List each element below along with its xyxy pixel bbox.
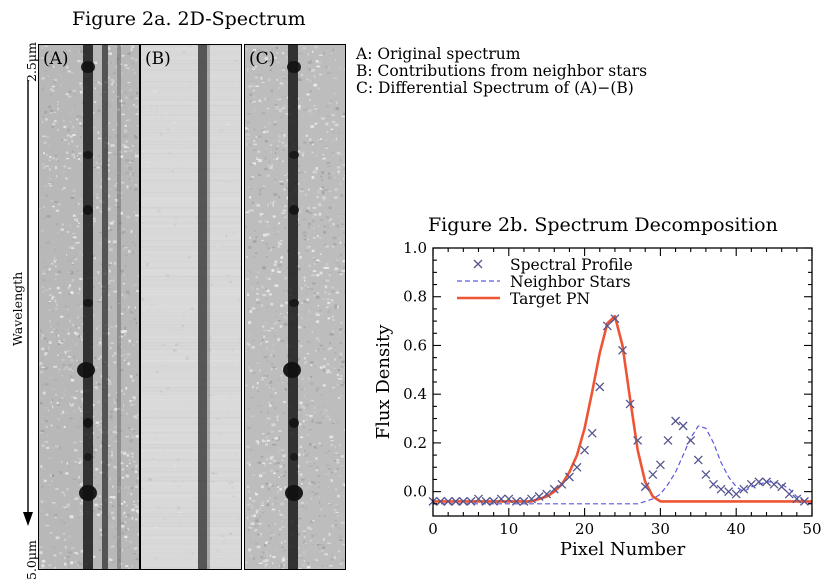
- panel-descriptions: A: Original spectrum B: Contributions fr…: [356, 46, 647, 97]
- spectral-profile-point: [580, 445, 590, 455]
- spectral-profile-point: [504, 494, 514, 504]
- spectral-profile-point: [640, 482, 650, 492]
- spectral-profile-point: [458, 496, 468, 506]
- spectrum-panel-a: (A): [38, 44, 140, 570]
- x-tick-label: 50: [802, 520, 821, 538]
- spectral-profile-point: [610, 314, 620, 324]
- spectral-profile-point: [436, 496, 446, 506]
- spectral-profile-point: [655, 460, 665, 470]
- spectral-profile-point: [481, 496, 491, 506]
- spectral-profile-point: [618, 345, 627, 355]
- legend-label: Spectral Profile: [510, 256, 633, 274]
- spectral-profile-point: [633, 436, 643, 445]
- panel-label-b: (B): [145, 49, 171, 69]
- legend-marker-spectral-profile: [473, 259, 483, 269]
- spectral-profile-point: [701, 470, 711, 480]
- y-tick-label: 0.6: [403, 336, 427, 354]
- spectral-profile-point: [648, 470, 658, 480]
- spectral-profile-point: [777, 482, 787, 492]
- spectral-profile-point: [519, 496, 529, 506]
- spectral-profile-point: [572, 462, 582, 472]
- spectral-profile-point: [746, 479, 756, 489]
- spectral-profile-point: [474, 494, 483, 504]
- spectral-profile-point: [587, 428, 597, 438]
- x-axis-label: Pixel Number: [560, 539, 686, 560]
- spectral-profile-point: [724, 487, 734, 497]
- spectral-profile-point: [511, 496, 521, 506]
- spectral-profile-point: [693, 455, 703, 465]
- spectral-profile-point: [557, 479, 567, 489]
- x-tick-label: 40: [727, 520, 746, 538]
- spectral-profile-point: [731, 489, 741, 499]
- panel-description-c: C: Differential Spectrum of (A)−(B): [356, 79, 634, 97]
- spectral-profile-point: [489, 496, 499, 506]
- spectral-profile-point: [739, 484, 749, 494]
- spectral-profile-point: [686, 436, 696, 445]
- spectral-profile-point: [799, 496, 809, 506]
- spectral-profile-point: [602, 321, 612, 331]
- spectral-profile-point: [625, 399, 635, 409]
- spectral-profile-point: [769, 479, 779, 489]
- y-tick-label: 0.0: [403, 483, 427, 501]
- spectral-profile-point: [451, 496, 461, 506]
- spectral-profile-point: [466, 496, 476, 506]
- panel-description-b: B: Contributions from neighbor stars: [356, 62, 648, 80]
- spectral-profile-point: [716, 484, 726, 494]
- spectral-profile-point: [663, 436, 673, 445]
- y-tick-label: 0.4: [403, 385, 427, 403]
- spectral-profile-point: [527, 494, 536, 504]
- spectral-profile-point: [549, 484, 559, 494]
- spectral-profile-point: [443, 496, 453, 506]
- neighbor-stars-line: [433, 425, 813, 505]
- wavelength-arrow: [23, 80, 33, 526]
- spectral-profile-point: [534, 492, 544, 501]
- panel-label-c: (C): [249, 49, 276, 69]
- spectrum-panel-b: (B): [140, 44, 242, 570]
- spectral-profile-point: [671, 416, 681, 426]
- spectral-profile-point: [792, 494, 802, 504]
- legend-label: Neighbor Stars: [510, 273, 631, 291]
- x-tick-label: 30: [651, 520, 670, 538]
- spectral-profile-point: [595, 382, 605, 392]
- y-tick-label: 0.2: [403, 434, 427, 452]
- y-tick-label: 1.0: [403, 239, 427, 257]
- x-tick-label: 10: [499, 520, 518, 538]
- figure-2b-title: Figure 2b. Spectrum Decomposition: [428, 214, 778, 236]
- y-tick-label: 0.8: [403, 288, 427, 306]
- spectral-profile-point: [542, 489, 552, 499]
- legend-label: Target PN: [510, 290, 590, 308]
- spectral-profile-point: [564, 472, 574, 482]
- spectral-profile-point: [784, 489, 794, 499]
- spectral-profile-point: [754, 477, 764, 487]
- spectral-profile-point: [678, 421, 688, 431]
- panel-label-a: (A): [43, 49, 69, 69]
- spectral-profile-point: [762, 477, 771, 487]
- panel-description-a: A: Original spectrum: [356, 45, 521, 63]
- spectral-profile-point: [709, 479, 718, 489]
- y-axis-label: Flux Density: [373, 324, 394, 440]
- x-tick-label: 0: [428, 520, 438, 538]
- figure-2a-title: Figure 2a. 2D-Spectrum: [72, 8, 306, 30]
- spectrum-panel-c: (C): [244, 44, 346, 570]
- x-tick-label: 20: [575, 520, 594, 538]
- target-pn-line: [433, 314, 812, 503]
- spectral-profile-point: [496, 494, 506, 504]
